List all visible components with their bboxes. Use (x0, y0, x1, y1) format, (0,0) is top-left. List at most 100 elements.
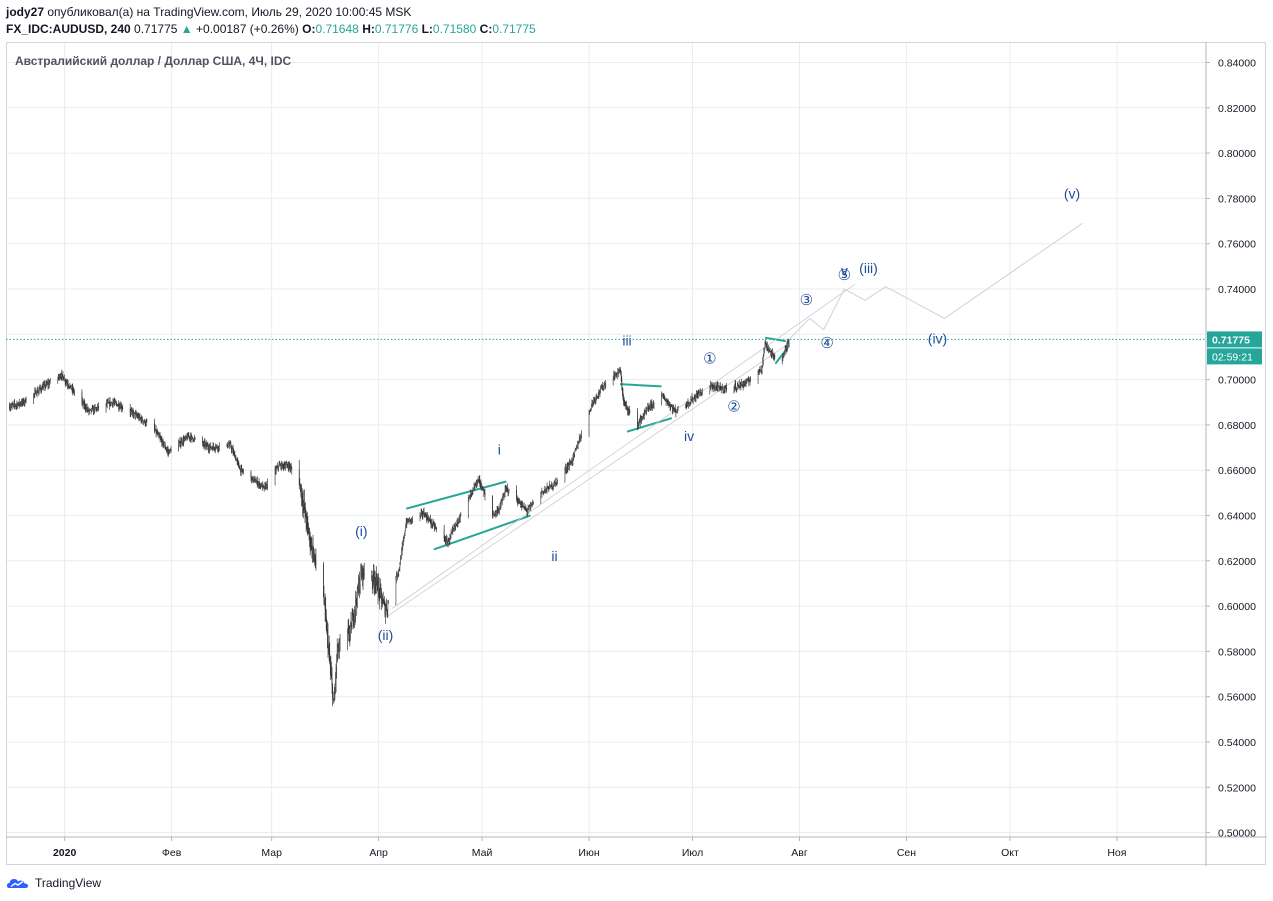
candle-body (180, 443, 182, 445)
candle-body (108, 402, 109, 404)
candle-body (499, 505, 501, 509)
candle-body (556, 480, 558, 484)
candle-body (764, 348, 765, 353)
candle-body (411, 518, 412, 521)
candle-body (715, 386, 717, 388)
candle-body (400, 558, 401, 565)
candle-body (251, 477, 252, 481)
candle-body (36, 394, 37, 395)
candle-body (459, 517, 461, 520)
candle-body (181, 441, 183, 444)
wave-label: ⑤ (838, 267, 851, 284)
candle-body (478, 479, 480, 480)
candle-body (628, 410, 630, 411)
candle-body (676, 411, 677, 413)
candle-body (88, 410, 90, 412)
chart-frame[interactable]: (i) (ii) i ii iii iv ① ② ③ ④ ⑤ v (iii) (iv) (v) 0.8400… (6, 42, 1267, 866)
candle-body (530, 505, 531, 507)
candle-body (653, 402, 654, 405)
candle-body (9, 406, 10, 409)
candle-body (19, 403, 21, 405)
symbol-label[interactable]: FX_IDC:AUDUSD, 240 (6, 22, 131, 36)
high-value: 0.71776 (374, 22, 419, 36)
candle-body (407, 519, 409, 522)
candle-body (189, 437, 191, 438)
candle-body (573, 454, 574, 457)
candle-body (140, 418, 141, 419)
candle-body (716, 387, 718, 389)
x-tick-label: Апр (369, 847, 388, 859)
candle-body (739, 383, 741, 387)
candle-body (547, 487, 549, 490)
candle-body (589, 409, 591, 412)
candle-body (699, 392, 701, 393)
candle-body (63, 379, 65, 381)
candle-body (455, 524, 456, 527)
candle-body (61, 374, 63, 377)
candle-body (362, 569, 364, 578)
candle-body (178, 443, 179, 452)
candle-body (663, 397, 665, 398)
candle-body (205, 444, 207, 445)
candle-body (411, 518, 413, 520)
candle-body (202, 438, 203, 444)
candle-body (781, 357, 783, 362)
candle-body (18, 402, 19, 404)
candle-body (769, 351, 771, 352)
wave-label: iv (684, 428, 694, 444)
candle-body (381, 596, 383, 604)
candle-body (428, 519, 430, 520)
candle-body (714, 387, 716, 388)
candle-body (454, 525, 455, 529)
candle-body (85, 407, 87, 410)
candle-body (347, 629, 349, 631)
candle-body (310, 543, 312, 546)
candle-body (139, 416, 141, 419)
candle-body (181, 441, 182, 444)
candle-body (474, 485, 476, 488)
author-name[interactable]: jody27 (6, 5, 45, 19)
candle-body (348, 629, 350, 635)
candle-body (716, 385, 718, 389)
candle-body (710, 384, 712, 387)
candle-body (450, 535, 451, 537)
candle-body (764, 342, 766, 349)
wave-label: ③ (800, 292, 813, 309)
candle-body (626, 405, 627, 406)
candle-body (641, 417, 642, 420)
candle-body (672, 407, 674, 410)
candle-body (570, 461, 572, 465)
candle-body (236, 460, 238, 461)
footer: TradingView (6, 872, 101, 894)
candle-body (504, 495, 505, 496)
candle-body (551, 486, 553, 488)
candle-body (484, 493, 486, 496)
x-tick-label: 2020 (53, 847, 77, 859)
candle-body (359, 584, 360, 590)
footer-brand[interactable]: TradingView (35, 876, 102, 890)
candle-body (35, 391, 37, 395)
x-tick-label: Фев (162, 847, 182, 859)
candle-body (700, 392, 702, 394)
candle-body (521, 505, 523, 507)
candle-body (97, 406, 99, 408)
candle-body (737, 384, 739, 386)
candle-body (545, 488, 547, 490)
candle-body (228, 445, 230, 446)
candle-body (347, 630, 348, 644)
x-tick-label: Окт (1001, 847, 1019, 859)
candle-body (206, 445, 208, 447)
tradingview-logo-icon[interactable] (6, 876, 30, 890)
trendline (764, 336, 786, 343)
candle-body (671, 406, 673, 408)
candle-body (508, 489, 510, 493)
candle-body (541, 491, 543, 494)
candle-body (190, 435, 192, 440)
candle-body (670, 406, 672, 407)
candle-body (91, 408, 93, 411)
candle-body (645, 410, 647, 412)
candle-body (476, 481, 478, 485)
candle-body (713, 386, 715, 389)
candle-body (383, 601, 385, 603)
